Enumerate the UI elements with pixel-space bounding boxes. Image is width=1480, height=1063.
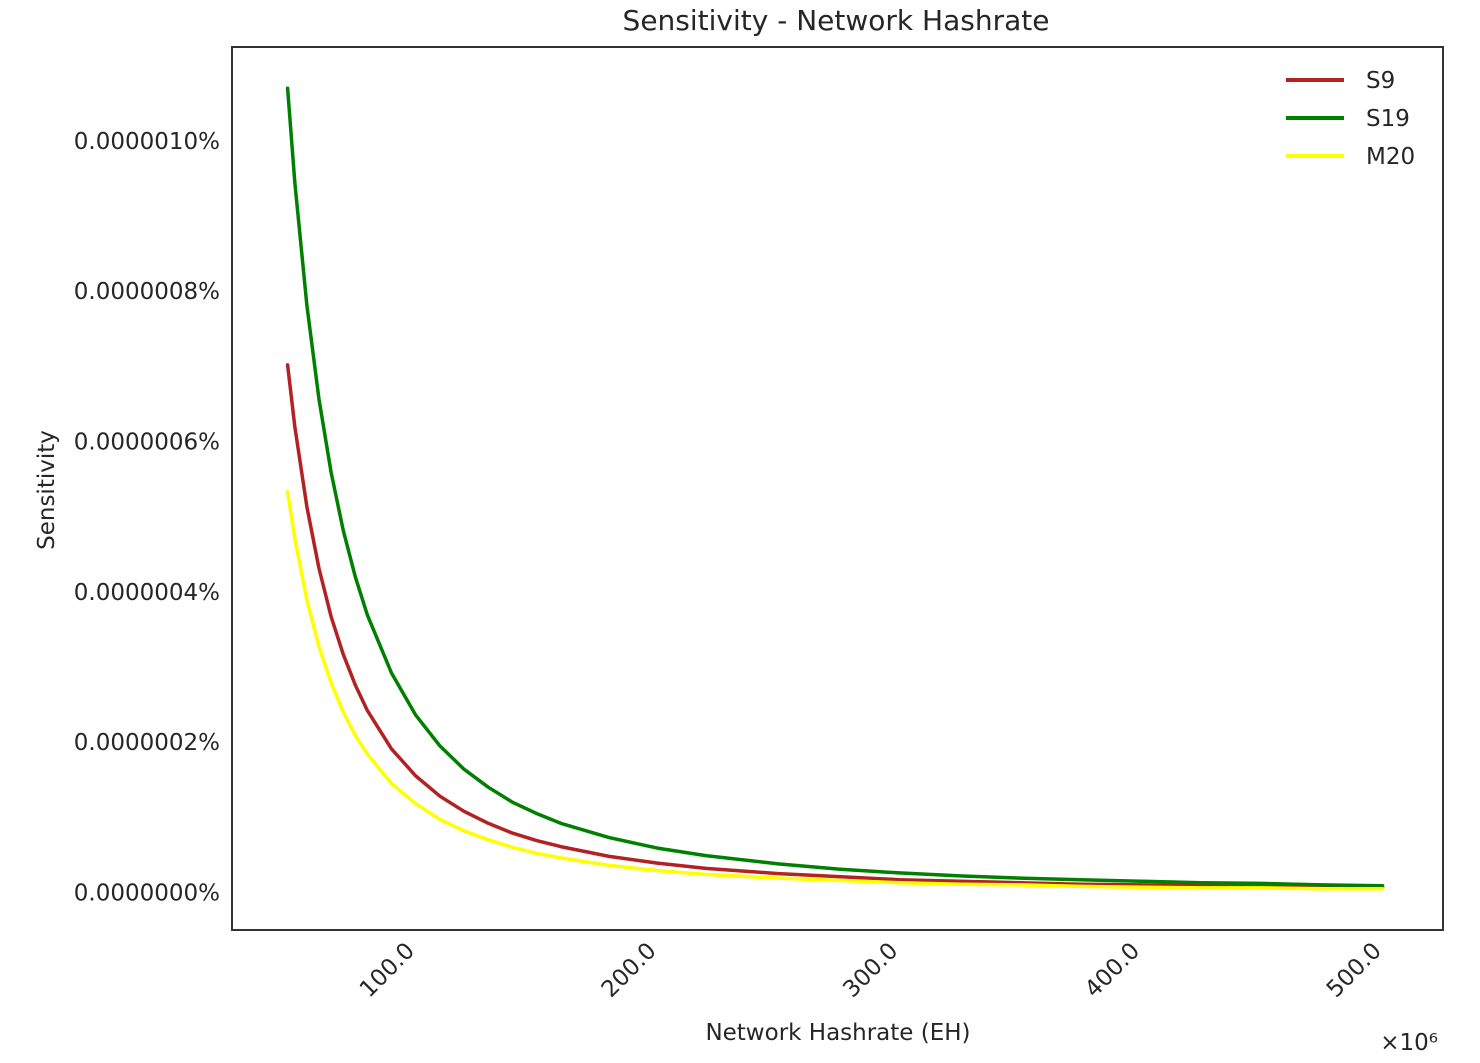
y-axis-title: Sensitivity <box>34 430 60 550</box>
legend: S9 S19 M20 <box>1286 68 1415 170</box>
series-line-s9 <box>285 363 1385 890</box>
y-axis: 0.0000000% 0.0000002% 0.0000004% 0.0000006%… <box>74 129 220 906</box>
y-tick-label: 0.0000010% <box>74 129 220 155</box>
series-group <box>285 86 1385 891</box>
y-tick-label: 0.0000004% <box>74 580 220 606</box>
series-line-m20 <box>285 490 1385 891</box>
legend-label-m20: M20 <box>1366 144 1415 170</box>
y-tick-label: 0.0000002% <box>74 730 220 756</box>
x-tick-label: 300.0 <box>838 938 903 1003</box>
x-axis-title: Network Hashrate (EH) <box>705 1020 970 1046</box>
y-tick-label: 0.0000000% <box>74 880 220 906</box>
plot-frame <box>231 46 1444 931</box>
x-axis: 100.0 200.0 300.0 400.0 500.0 <box>355 938 1387 1003</box>
legend-label-s9: S9 <box>1366 68 1395 94</box>
y-tick-label: 0.0000008% <box>74 279 220 305</box>
y-tick-label: 0.0000006% <box>74 430 220 456</box>
legend-label-s19: S19 <box>1366 106 1410 132</box>
chart-title: Sensitivity - Network Hashrate <box>623 4 1050 37</box>
x-tick-label: 200.0 <box>597 938 662 1003</box>
x-tick-label: 500.0 <box>1322 938 1387 1003</box>
series-line-s19 <box>285 86 1385 888</box>
x-axis-offset-label: ×10⁶ <box>1380 1030 1438 1056</box>
x-tick-label: 400.0 <box>1080 938 1145 1003</box>
x-tick-label: 100.0 <box>355 938 420 1003</box>
